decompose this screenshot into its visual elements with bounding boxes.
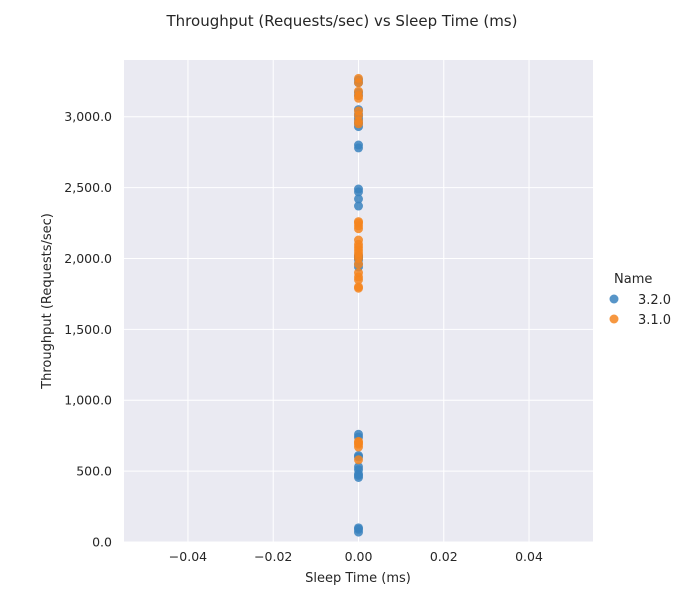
tick-labels: −0.04 −0.02 0.00 0.02 0.04 0.0 500.0 1,000.0 1,5… [64, 109, 543, 564]
x-tick-label: 0.00 [345, 549, 373, 564]
data-point [354, 469, 363, 479]
x-tick-label: 0.04 [515, 549, 543, 564]
data-point [354, 106, 363, 116]
data-point [354, 86, 363, 96]
y-tick-label: 1,000.0 [64, 393, 112, 408]
legend-title: Name [614, 272, 652, 287]
data-point [354, 194, 363, 204]
data-point [354, 201, 363, 211]
y-tick-label: 2,000.0 [64, 251, 112, 266]
y-tick-label: 1,500.0 [64, 322, 112, 337]
y-tick-label: 2,500.0 [64, 180, 112, 195]
chart-title: Throughput (Requests/sec) vs Sleep Time … [166, 12, 518, 30]
data-point [354, 217, 363, 227]
data-point [354, 184, 363, 194]
legend-entry: 3.1.0 [638, 313, 671, 328]
legend-marker [609, 294, 619, 304]
data-point [354, 140, 363, 150]
data-point [354, 455, 363, 465]
data-point [354, 462, 363, 472]
data-point [354, 436, 363, 446]
x-tick-label: −0.02 [254, 549, 292, 564]
data-point [354, 268, 363, 278]
data-points [354, 73, 363, 537]
legend-marker [609, 314, 619, 324]
data-point [354, 235, 363, 245]
x-axis-label: Sleep Time (ms) [305, 571, 411, 586]
data-point [354, 73, 363, 83]
data-point [354, 429, 363, 439]
y-tick-label: 500.0 [76, 464, 112, 479]
x-tick-label: −0.04 [169, 549, 207, 564]
legend: Name 3.2.0 3.1.0 [609, 272, 671, 328]
data-point [354, 282, 363, 292]
data-point [354, 523, 363, 533]
legend-entry: 3.2.0 [638, 293, 671, 308]
y-tick-label: 0.0 [92, 535, 112, 550]
x-tick-label: 0.02 [430, 549, 458, 564]
y-tick-label: 3,000.0 [64, 109, 112, 124]
y-axis-label: Throughput (Requests/sec) [40, 213, 55, 390]
